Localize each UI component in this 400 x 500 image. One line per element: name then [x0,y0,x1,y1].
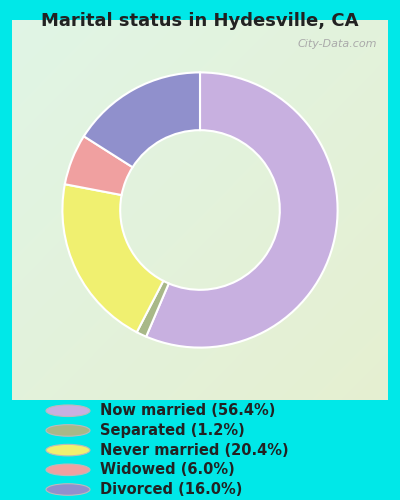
Wedge shape [146,72,338,347]
Wedge shape [84,72,200,167]
Wedge shape [65,136,133,195]
Wedge shape [62,184,163,332]
Text: Divorced (16.0%): Divorced (16.0%) [100,482,242,497]
Text: City-Data.com: City-Data.com [297,39,377,49]
Text: Now married (56.4%): Now married (56.4%) [100,403,275,418]
Text: Separated (1.2%): Separated (1.2%) [100,423,245,438]
Circle shape [46,464,90,475]
Circle shape [46,484,90,496]
Text: Never married (20.4%): Never married (20.4%) [100,442,289,458]
Circle shape [46,444,90,456]
Text: Widowed (6.0%): Widowed (6.0%) [100,462,235,477]
Text: Marital status in Hydesville, CA: Marital status in Hydesville, CA [41,12,359,30]
Wedge shape [137,281,169,336]
Circle shape [46,405,90,416]
Circle shape [46,424,90,436]
